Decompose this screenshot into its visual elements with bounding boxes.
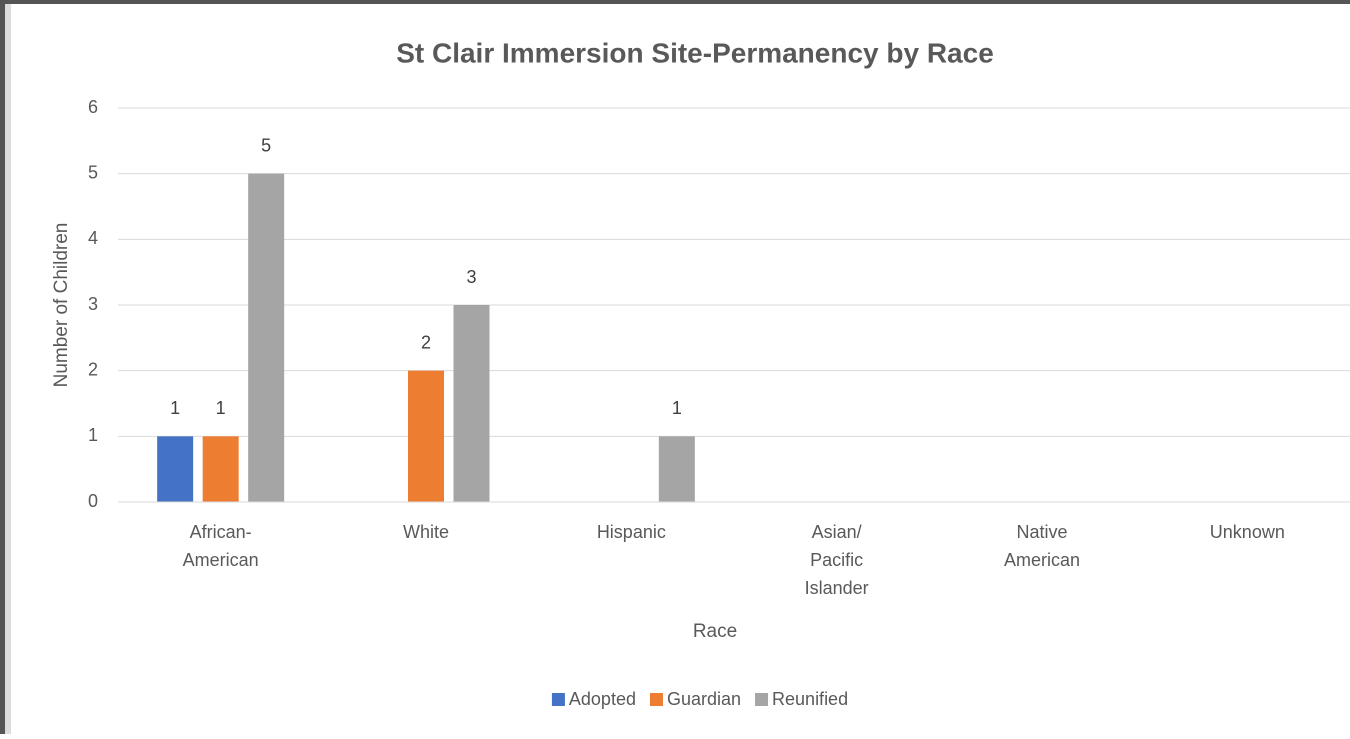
x-tick-label: Unknown [1209,522,1285,542]
frame-shadow [5,4,11,734]
bar [202,436,239,502]
bar [408,370,444,502]
chart-title: St Clair Immersion Site-Permanency by Ra… [396,37,994,68]
y-tick-label: 2 [88,359,98,379]
data-label: 1 [170,398,180,418]
frame-border-top [0,0,1350,4]
bar [453,305,490,502]
legend-label: Guardian [667,689,741,709]
bar [248,173,285,502]
y-tick-label: 5 [88,162,98,182]
data-label: 2 [421,332,431,352]
bar [157,436,194,502]
legend-swatch [649,693,663,706]
y-tick-label: 0 [88,491,98,511]
legend-label: Reunified [772,689,848,709]
y-axis-title: Number of Children [51,223,72,388]
y-tick-label: 6 [88,97,98,117]
legend-swatch [551,693,565,706]
legend-swatch [755,693,769,706]
y-tick-label: 3 [88,294,98,314]
data-label: 1 [216,398,226,418]
x-axis-title: Race [693,621,737,642]
data-label: 5 [261,135,271,155]
y-tick-label: 4 [88,228,98,248]
y-tick-label: 1 [88,425,98,445]
data-label: 1 [672,398,682,418]
x-tick-label: Native American [1003,522,1081,570]
x-tick-label: White [402,522,449,542]
x-tick-label: Hispanic [596,522,666,542]
x-tick-label: African-American [182,522,259,570]
bar [658,436,695,502]
frame-border-left [0,0,5,734]
data-label: 3 [466,267,476,287]
legend-label: Adopted [569,689,636,709]
x-tick-label: Asian/ Pacific Islander [804,522,869,598]
